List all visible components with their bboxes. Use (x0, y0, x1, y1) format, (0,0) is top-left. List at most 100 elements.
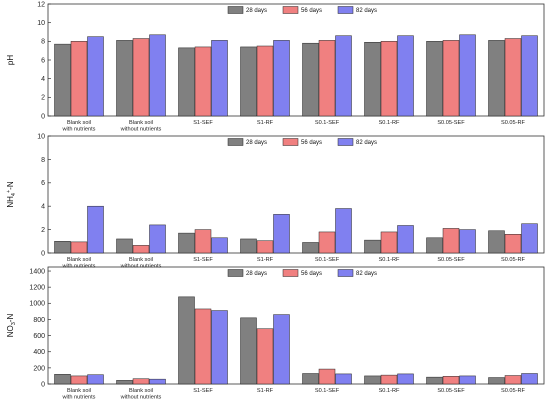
legend-swatch-3 (337, 138, 354, 146)
bar-2-5-3 (335, 208, 352, 254)
panel-1-ytick-label: 2 (41, 95, 45, 102)
panel-2-category-label: Blank soil without nutrients (120, 257, 162, 270)
panel-1-ylabel: pH (6, 55, 15, 65)
legend-label-2: 56 days (301, 271, 322, 277)
bar-2-7-2 (442, 228, 460, 254)
panel-2-ytick-label: 6 (41, 180, 45, 187)
legend-swatch-2 (282, 6, 299, 14)
bar-3-1-3 (87, 374, 104, 385)
bar-2-2-3 (149, 224, 166, 254)
legend-label-1: 28 days (246, 140, 267, 146)
bar-3-4-3 (273, 314, 290, 385)
panel-2-ytick-label: 4 (41, 204, 45, 211)
panel-3-ytick-label: 800 (33, 317, 45, 324)
bar-3-3-2 (194, 308, 212, 385)
bar-2-8-2 (504, 234, 522, 254)
bar-2-6-2 (380, 231, 398, 254)
panel-1-category-label: S1-SEF (193, 120, 213, 126)
panel-1-ytick-label: 4 (41, 76, 45, 83)
legend-swatch-3 (337, 6, 354, 14)
legend-swatch-1 (227, 269, 244, 277)
bar-3-5-1 (302, 373, 319, 385)
bar-1-2-1 (116, 40, 133, 117)
panel-3-category-label: S0.05-RF (501, 388, 526, 394)
panel-3-ytick-label: 400 (33, 349, 45, 356)
bar-3-2-3 (149, 378, 166, 385)
panel-1-ytick-label: 8 (41, 39, 45, 46)
bar-1-7-3 (459, 34, 476, 117)
bar-2-8-3 (521, 223, 538, 254)
bar-2-3-3 (211, 237, 228, 254)
panel-2-category-label: S1-RF (257, 257, 274, 263)
bar-3-3-1 (178, 296, 195, 385)
legend-label-1: 28 days (246, 271, 267, 277)
legend-label-2: 56 days (301, 8, 322, 14)
panel-2-category-label: S0.1-RF (379, 257, 400, 263)
bar-2-5-1 (302, 242, 319, 254)
panel-2-frame (47, 135, 545, 254)
legend-swatch-1 (227, 6, 244, 14)
bar-1-8-2 (504, 38, 522, 117)
panel-3-ytick-label: 1200 (29, 285, 45, 292)
panel-1-ytick-label: 6 (41, 57, 45, 64)
bar-2-7-1 (426, 237, 443, 254)
panel-2-category-label: S0.05-RF (501, 257, 526, 263)
bar-1-1-1 (54, 43, 71, 117)
legend-label-1: 28 days (246, 8, 267, 14)
bar-1-5-1 (302, 42, 319, 117)
bar-1-4-3 (273, 40, 290, 117)
bar-2-3-2 (194, 229, 212, 254)
bar-1-2-3 (149, 34, 166, 117)
panel-3-category-label: S0.05-SEF (437, 388, 465, 394)
legend-swatch-1 (227, 138, 244, 146)
legend-label-3: 82 days (356, 140, 377, 146)
legend-swatch-2 (282, 269, 299, 277)
bar-2-1-2 (70, 241, 88, 254)
panel-2-category-label: S0.1-SEF (315, 257, 340, 263)
legend-label-3: 82 days (356, 271, 377, 277)
bar-3-4-2 (256, 328, 274, 385)
panel-2-ylabel: NH4+-N (6, 181, 17, 208)
legend-label-3: 82 days (356, 8, 377, 14)
panel-3-category-label: Blank soil without nutrients (120, 388, 162, 401)
bar-2-4-2 (256, 240, 274, 254)
bar-1-6-1 (364, 42, 381, 117)
bar-2-7-3 (459, 229, 476, 254)
bar-3-6-1 (364, 375, 381, 385)
panel-3-category-label: S1-SEF (193, 388, 213, 394)
panel-2-ytick-label: 10 (37, 133, 45, 140)
bar-1-1-3 (87, 36, 104, 117)
bar-3-6-3 (397, 373, 414, 385)
bar-1-2-2 (132, 38, 150, 117)
bar-1-8-1 (488, 40, 505, 117)
bar-3-6-2 (380, 374, 398, 385)
bar-3-7-2 (442, 376, 460, 385)
panel-1-category-label: Blank soil without nutrients (120, 120, 162, 133)
panel-1-category-label: Blank soil with nutrients (62, 120, 96, 133)
panel-1-category-label: S0.05-RF (501, 120, 526, 126)
bar-3-4-1 (240, 317, 257, 385)
bar-1-7-1 (426, 41, 443, 117)
bar-2-6-3 (397, 225, 414, 254)
panel-1-ytick-label: 0 (41, 113, 45, 120)
bar-2-8-1 (488, 230, 505, 254)
bar-3-2-1 (116, 380, 133, 385)
panel-2-ytick-label: 2 (41, 227, 45, 234)
panel-3-ytick-label: 600 (33, 333, 45, 340)
panel-1-ytick-label: 10 (37, 20, 45, 27)
panel-3-ylabel: NO3-N (6, 314, 17, 338)
bar-3-2-2 (132, 378, 150, 385)
panel-2-ytick-label: 8 (41, 157, 45, 164)
bar-1-8-3 (521, 35, 538, 117)
panel-1-category-label: S0.05-SEF (437, 120, 465, 126)
legend-swatch-2 (282, 138, 299, 146)
bar-1-4-1 (240, 46, 257, 117)
panel-3-category-label: S1-RF (257, 388, 274, 394)
panel-3-category-label: S0.1-SEF (315, 388, 340, 394)
bar-2-2-2 (132, 245, 150, 254)
bar-1-6-2 (380, 41, 398, 117)
panel-3-ytick-label: 200 (33, 365, 45, 372)
panel-3-category-label: S0.1-RF (379, 388, 400, 394)
bar-1-5-2 (318, 40, 336, 117)
